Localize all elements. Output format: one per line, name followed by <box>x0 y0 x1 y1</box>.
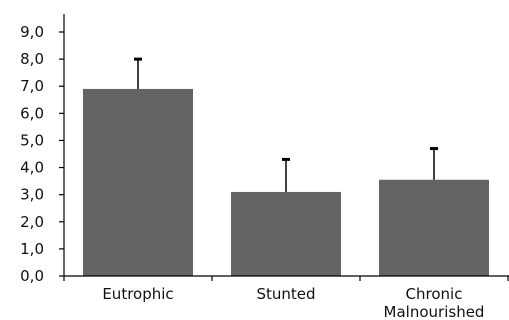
y-axis: 0,0 1,0 2,0 3,0 4,0 5,0 6,0 7,0 8,0 9,0 <box>20 14 65 285</box>
y-tick-label: 2,0 <box>20 213 44 231</box>
y-tick-label: 1,0 <box>20 240 44 258</box>
x-category-label-line: Chronic <box>406 285 463 303</box>
y-tick-label: 8,0 <box>20 50 44 68</box>
y-tick-label: 0,0 <box>20 267 44 285</box>
bar-3 <box>379 179 489 276</box>
x-category-label: Eutrophic <box>102 285 173 303</box>
x-axis: Eutrophic Stunted Chronic Malnourished <box>63 275 509 320</box>
y-tick-label: 4,0 <box>20 159 44 177</box>
x-category-label: Stunted <box>256 285 315 303</box>
x-category-label-line: Stunted <box>256 285 315 303</box>
bar-2 <box>231 191 341 276</box>
bar-1 <box>83 88 193 276</box>
y-tick-label: 9,0 <box>20 23 44 41</box>
bars <box>83 57 489 276</box>
y-tick-label: 7,0 <box>20 77 44 95</box>
x-category-label-line: Eutrophic <box>102 285 173 303</box>
y-tick-label: 5,0 <box>20 131 44 149</box>
y-tick-label: 6,0 <box>20 104 44 122</box>
x-category-label: Chronic Malnourished <box>384 285 485 320</box>
x-category-label-line: Malnourished <box>384 303 485 320</box>
y-tick-label: 3,0 <box>20 186 44 204</box>
